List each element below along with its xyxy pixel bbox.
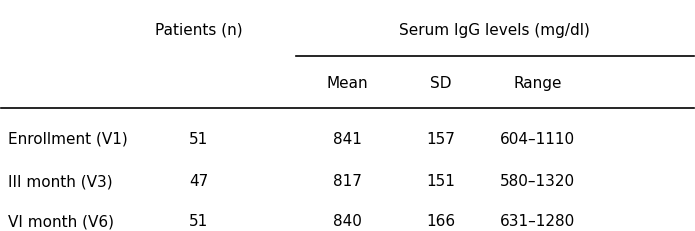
Text: Mean: Mean <box>327 76 368 91</box>
Text: 151: 151 <box>427 174 455 189</box>
Text: 817: 817 <box>333 174 362 189</box>
Text: 580–1320: 580–1320 <box>500 174 575 189</box>
Text: 631–1280: 631–1280 <box>500 214 575 229</box>
Text: SD: SD <box>430 76 452 91</box>
Text: III month (V3): III month (V3) <box>8 174 113 189</box>
Text: Enrollment (V1): Enrollment (V1) <box>8 132 128 147</box>
Text: 157: 157 <box>427 132 455 147</box>
Text: 604–1110: 604–1110 <box>500 132 575 147</box>
Text: 47: 47 <box>189 174 208 189</box>
Text: 841: 841 <box>333 132 362 147</box>
Text: 840: 840 <box>333 214 362 229</box>
Text: Patients (n): Patients (n) <box>155 23 243 38</box>
Text: VI month (V6): VI month (V6) <box>8 214 114 229</box>
Text: Serum IgG levels (mg/dl): Serum IgG levels (mg/dl) <box>399 23 590 38</box>
Text: 51: 51 <box>189 214 208 229</box>
Text: 51: 51 <box>189 132 208 147</box>
Text: Range: Range <box>514 76 562 91</box>
Text: 166: 166 <box>427 214 455 229</box>
